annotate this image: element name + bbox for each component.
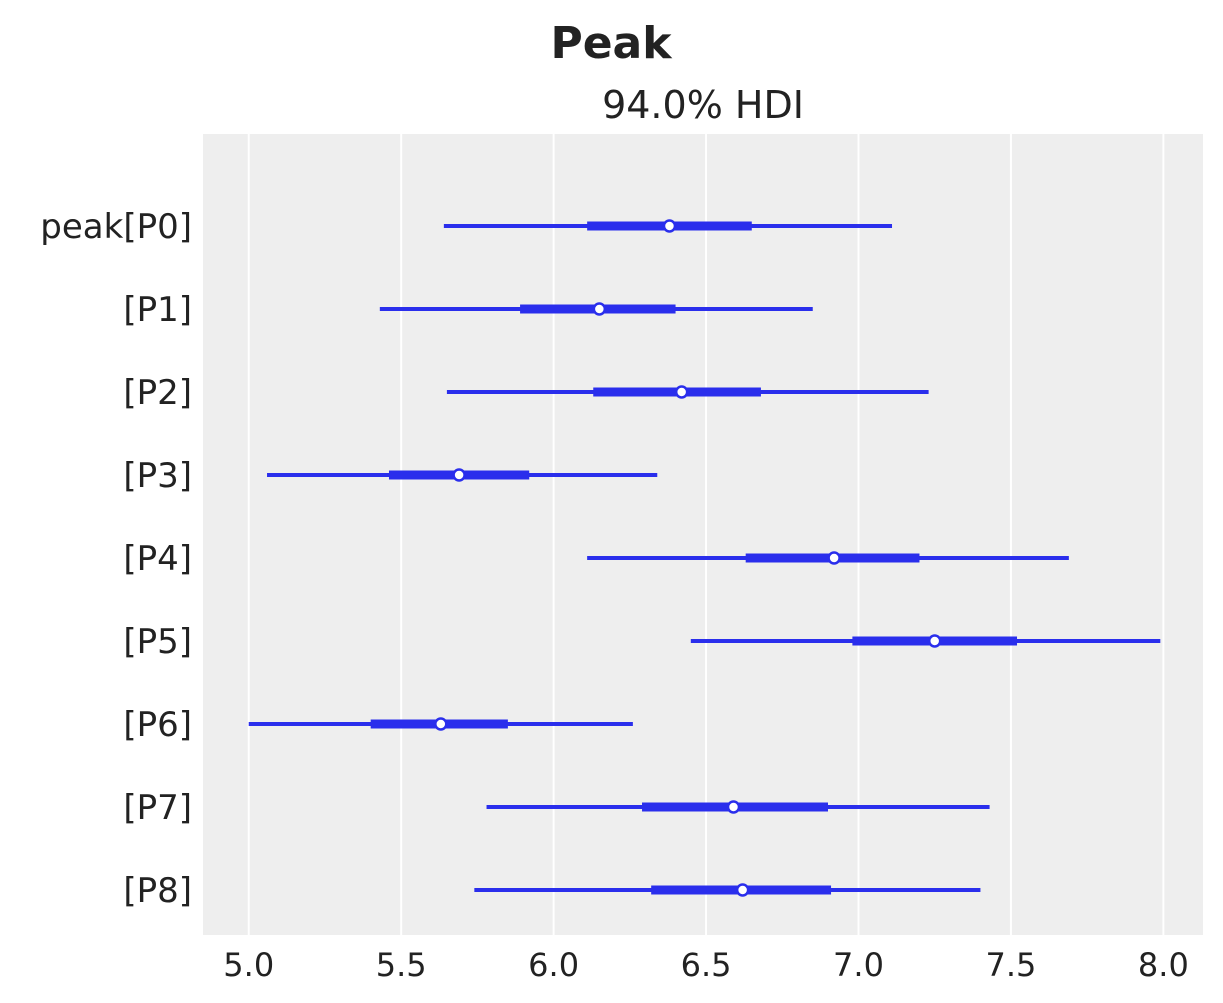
x-tick-label: 6.0 — [528, 946, 579, 984]
forest-row — [486, 800, 990, 814]
forest-row — [248, 717, 633, 731]
forest-row — [690, 634, 1161, 648]
forest-row — [379, 302, 813, 316]
x-tick-label: 6.5 — [681, 946, 732, 984]
x-tick-label: 8.0 — [1138, 946, 1189, 984]
plot-area — [203, 134, 1203, 935]
x-tick-label: 5.0 — [223, 946, 274, 984]
forest-row — [267, 468, 658, 482]
y-tick-label: [P8] — [123, 871, 192, 911]
forest-row — [474, 883, 981, 897]
median-point — [674, 385, 689, 399]
y-tick-label: [P5] — [123, 622, 192, 662]
y-tick-label: peak[P0] — [40, 207, 192, 247]
median-point — [452, 468, 466, 482]
forest-row — [446, 385, 929, 399]
median-point — [735, 883, 750, 897]
forest-row — [587, 551, 1069, 565]
y-tick-label: [P1] — [123, 290, 192, 330]
median-point — [592, 302, 607, 316]
median-point — [927, 634, 942, 648]
forest-row — [443, 219, 893, 233]
median-point — [827, 551, 841, 565]
y-tick-label: [P7] — [123, 788, 192, 828]
chart-title: Peak — [550, 18, 673, 69]
x-tick-label: 7.5 — [985, 946, 1036, 984]
y-tick-label: [P4] — [123, 539, 192, 579]
y-tick-label: [P3] — [123, 456, 192, 496]
median-point — [726, 800, 741, 814]
y-tick-label: [P6] — [123, 705, 192, 745]
x-tick-label: 5.5 — [376, 946, 427, 984]
median-point — [662, 219, 677, 233]
y-tick-label: [P2] — [123, 373, 192, 413]
median-point — [434, 717, 448, 731]
x-tick-label: 7.0 — [833, 946, 884, 984]
chart-subtitle: 94.0% HDI — [602, 83, 804, 127]
